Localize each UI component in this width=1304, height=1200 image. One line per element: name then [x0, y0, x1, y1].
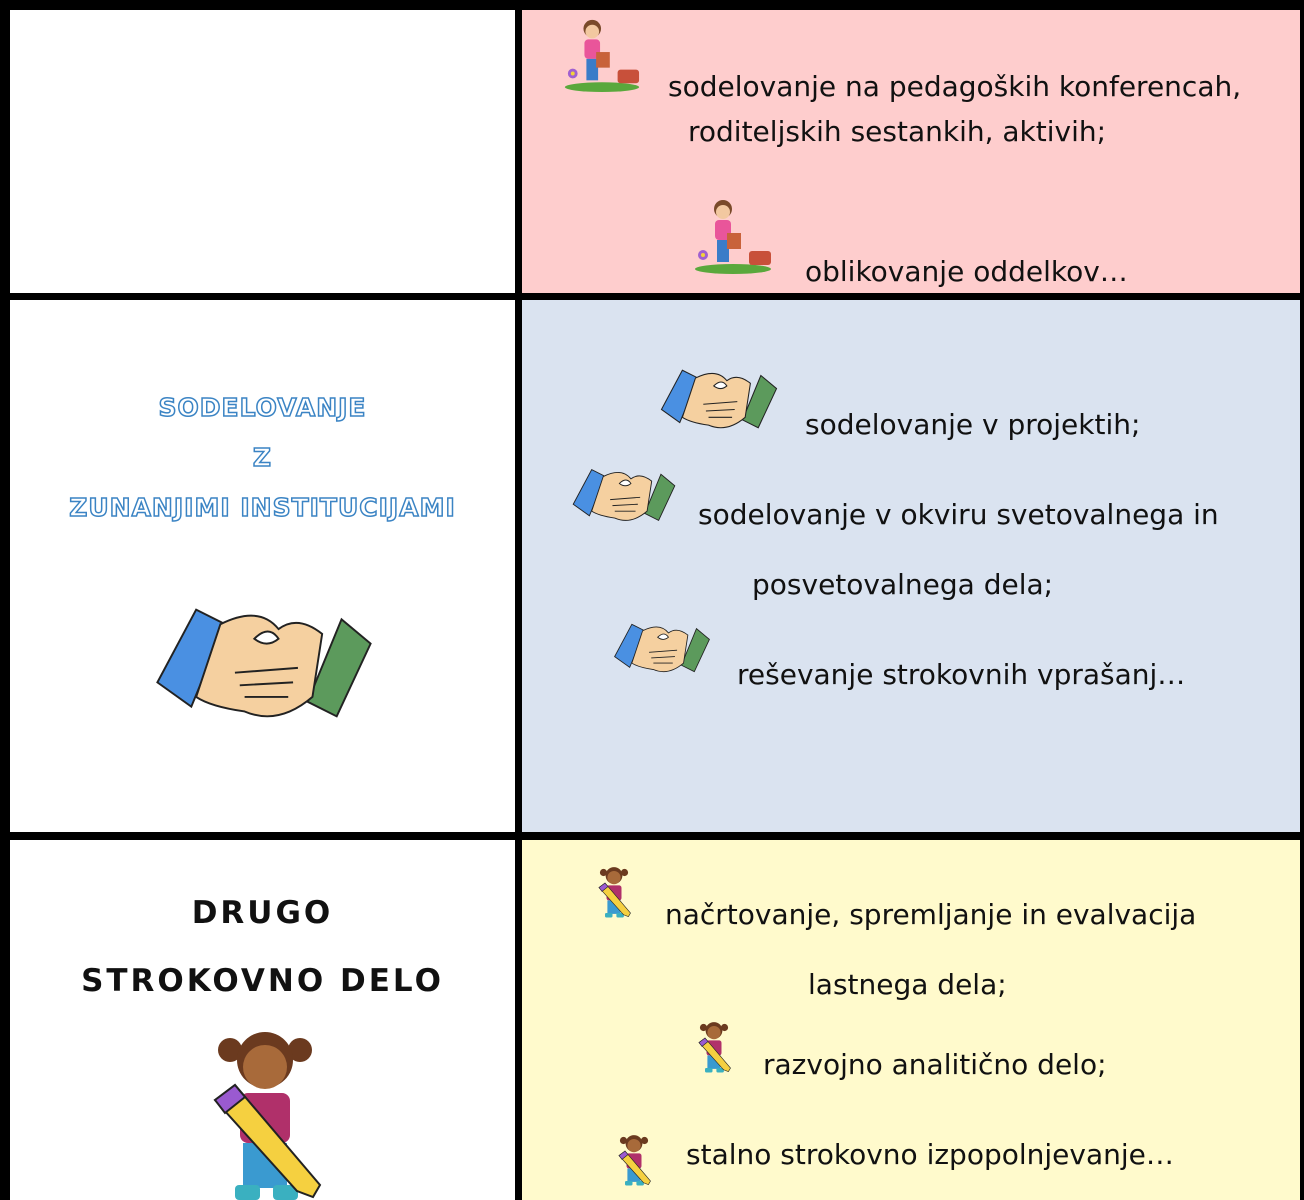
icon: [195, 1025, 335, 1200]
item: oblikovanje oddelkov…: [805, 255, 1128, 288]
item: načrtovanje, spremljanje in evalvacija: [665, 898, 1197, 931]
icon: [613, 1133, 655, 1187]
icon: [593, 865, 635, 919]
cell: [522, 10, 1300, 293]
item: posvetovalnega dela;: [752, 568, 1054, 601]
cell: [522, 300, 1300, 832]
item: sodelovanje v okviru svetovalnega in: [698, 498, 1219, 531]
heading: DRUGO: [191, 895, 334, 931]
heading: STROKOVNO DELO: [81, 963, 444, 999]
item: razvojno analitično delo;: [763, 1048, 1107, 1081]
item: stalno strokovno izpopolnjevanje…: [686, 1138, 1174, 1171]
heading: ZUNANJIMI INSTITUCIJAMI: [68, 492, 456, 523]
cell: [522, 840, 1300, 1200]
icon: [152, 600, 376, 726]
heading: Z: [252, 442, 273, 473]
icon: [563, 15, 641, 93]
icon: [693, 195, 773, 275]
cell: [10, 300, 515, 832]
cell: [10, 10, 515, 293]
icon: [570, 465, 678, 525]
icon: [658, 365, 780, 433]
item: roditeljskih sestankih, aktivih;: [688, 115, 1107, 148]
item: reševanje strokovnih vprašanj…: [737, 658, 1186, 691]
heading: SODELOVANJE: [158, 392, 367, 423]
icon: [693, 1020, 735, 1074]
item: sodelovanje v projektih;: [805, 408, 1141, 441]
icon: [612, 620, 712, 676]
item: sodelovanje na pedagoških konferencah,: [668, 70, 1242, 103]
item: lastnega dela;: [808, 968, 1007, 1001]
